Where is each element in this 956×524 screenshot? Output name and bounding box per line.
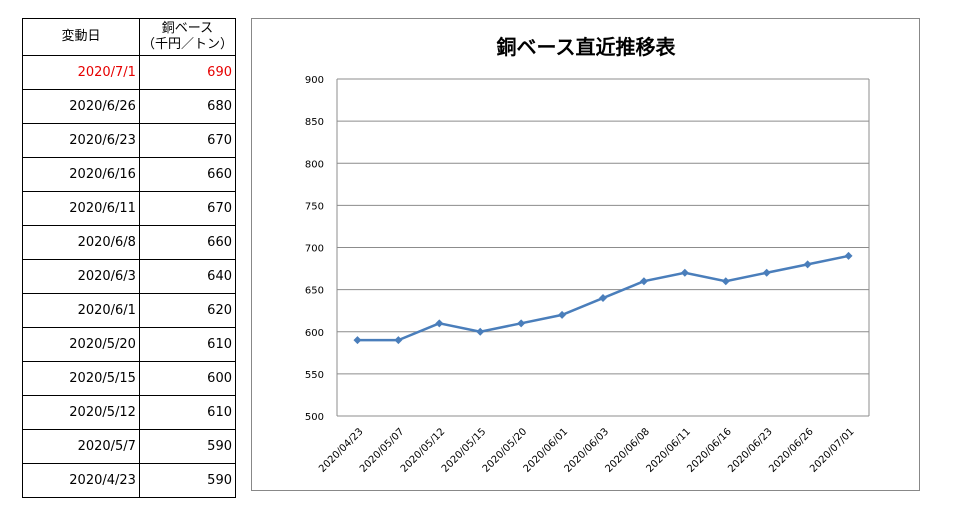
y-tick-label: 550 — [305, 370, 324, 381]
y-tick-label: 700 — [305, 244, 324, 255]
row-date: 2020/6/1 — [22, 293, 140, 328]
table-row: 2020/6/11 670 — [22, 191, 237, 226]
table-row: 2020/5/7 590 — [22, 429, 237, 464]
data-point — [353, 336, 362, 345]
table-row: 2020/6/8 660 — [22, 225, 237, 260]
row-date: 2020/5/12 — [22, 395, 140, 430]
y-axis-ticks: 900 850 800 750 700 650 600 550 500 — [305, 75, 324, 423]
row-date: 2020/4/23 — [22, 463, 140, 498]
row-date: 2020/5/20 — [22, 327, 140, 362]
row-value: 590 — [138, 463, 237, 498]
table-row: 2020/6/23 670 — [22, 123, 237, 158]
price-table-body: 変動日 銅ベース （千円／トン） 2020/7/1 690 2020/6/26 680… — [22, 18, 237, 498]
price-table-container: 変動日 銅ベース （千円／トン） 2020/7/1 690 2020/6/26 680… — [22, 18, 237, 498]
header-date: 変動日 — [22, 18, 140, 56]
row-value: 610 — [138, 327, 237, 362]
y-tick-label: 850 — [305, 117, 324, 128]
data-point — [435, 319, 444, 328]
chart-grid — [336, 78, 870, 417]
table-row: 2020/7/1 690 — [22, 55, 237, 90]
row-date: 2020/6/3 — [22, 259, 140, 294]
row-value: 660 — [138, 225, 237, 260]
row-date: 2020/6/23 — [22, 123, 140, 158]
header-value-line2: （千円／トン） — [141, 37, 233, 52]
row-date: 2020/7/1 — [22, 55, 140, 90]
y-tick-label: 650 — [305, 286, 324, 297]
row-value: 670 — [138, 191, 237, 226]
header-value-line1: 銅ベース — [161, 21, 214, 36]
row-value: 620 — [138, 293, 237, 328]
y-tick-label: 800 — [305, 159, 324, 170]
row-date: 2020/5/7 — [22, 429, 140, 464]
row-value: 590 — [138, 429, 237, 464]
y-tick-label: 600 — [305, 328, 324, 339]
data-point — [680, 268, 689, 277]
data-point — [517, 319, 526, 328]
table-row: 2020/6/26 680 — [22, 89, 237, 124]
table-row: 2020/4/23 590 — [22, 463, 237, 498]
row-date: 2020/6/16 — [22, 157, 140, 192]
price-table: 変動日 銅ベース （千円／トン） 2020/7/1 690 2020/6/26 680… — [22, 18, 237, 498]
table-row: 2020/5/15 600 — [22, 361, 237, 396]
row-value: 660 — [138, 157, 237, 192]
row-date: 2020/6/8 — [22, 225, 140, 260]
row-value: 610 — [138, 395, 237, 430]
row-value: 640 — [138, 259, 237, 294]
data-point — [803, 260, 812, 269]
table-row: 2020/6/3 640 — [22, 259, 237, 294]
data-point — [558, 310, 567, 319]
row-value: 690 — [138, 55, 237, 90]
chart-frame — [251, 18, 920, 491]
table-header-row: 変動日 銅ベース （千円／トン） — [22, 18, 237, 56]
y-tick-label: 750 — [305, 201, 324, 212]
row-value: 670 — [138, 123, 237, 158]
row-value: 600 — [138, 361, 237, 396]
y-tick-label: 900 — [305, 75, 324, 86]
data-point — [639, 277, 648, 286]
row-date: 2020/6/11 — [22, 191, 140, 226]
header-value: 銅ベース （千円／トン） — [138, 18, 237, 56]
data-point — [394, 336, 403, 345]
data-point — [762, 268, 771, 277]
data-point — [721, 277, 730, 286]
row-value: 680 — [138, 89, 237, 124]
series-markers — [353, 251, 853, 345]
table-row: 2020/6/1 620 — [22, 293, 237, 328]
data-point — [599, 294, 607, 303]
data-point — [844, 251, 853, 260]
chart-title: 銅ベース直近推移表 — [497, 35, 677, 59]
row-date: 2020/6/26 — [22, 89, 140, 124]
data-point — [476, 327, 485, 336]
table-row: 2020/5/20 610 — [22, 327, 237, 362]
y-tick-label: 500 — [305, 412, 324, 423]
row-date: 2020/5/15 — [22, 361, 140, 396]
table-row: 2020/6/16 660 — [22, 157, 237, 192]
table-row: 2020/5/12 610 — [22, 395, 237, 430]
